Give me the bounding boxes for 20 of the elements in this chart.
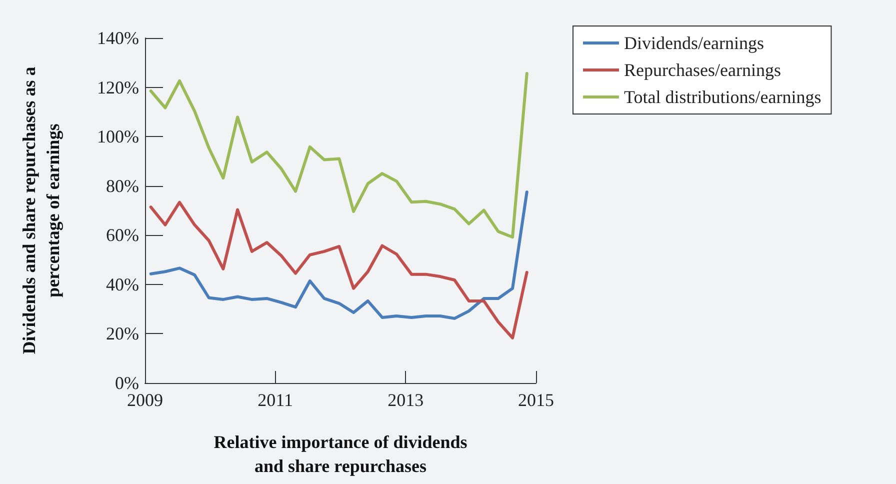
y-tick-label: 0% (115, 373, 139, 393)
y-tick-label: 80% (106, 176, 139, 196)
legend-label: Dividends/earnings (624, 33, 764, 53)
y-tick-label: 40% (106, 274, 139, 294)
x-axis-title: Relative importance of dividends and share repurchases (214, 432, 468, 476)
y-tick-label: 140% (97, 28, 139, 48)
x-tick-label: 2011 (258, 390, 294, 410)
y-tick-label: 120% (97, 77, 139, 98)
x-tick-label: 2009 (127, 390, 163, 410)
line-series (149, 72, 528, 239)
y-tick-label: 100% (97, 126, 139, 147)
y-tick-label: 60% (106, 225, 139, 246)
x-tick-label: 2013 (388, 390, 424, 410)
y-axis-title: Dividends and share repurchases as a percentage of earnings (19, 66, 63, 354)
legend-label: Total distributions/earnings (624, 87, 822, 107)
y-tick-label: 20% (106, 324, 139, 344)
legend-label: Repurchases/earnings (624, 60, 781, 80)
line-series (149, 200, 528, 340)
x-tick-label: 2015 (518, 390, 554, 410)
line-series (149, 190, 528, 320)
